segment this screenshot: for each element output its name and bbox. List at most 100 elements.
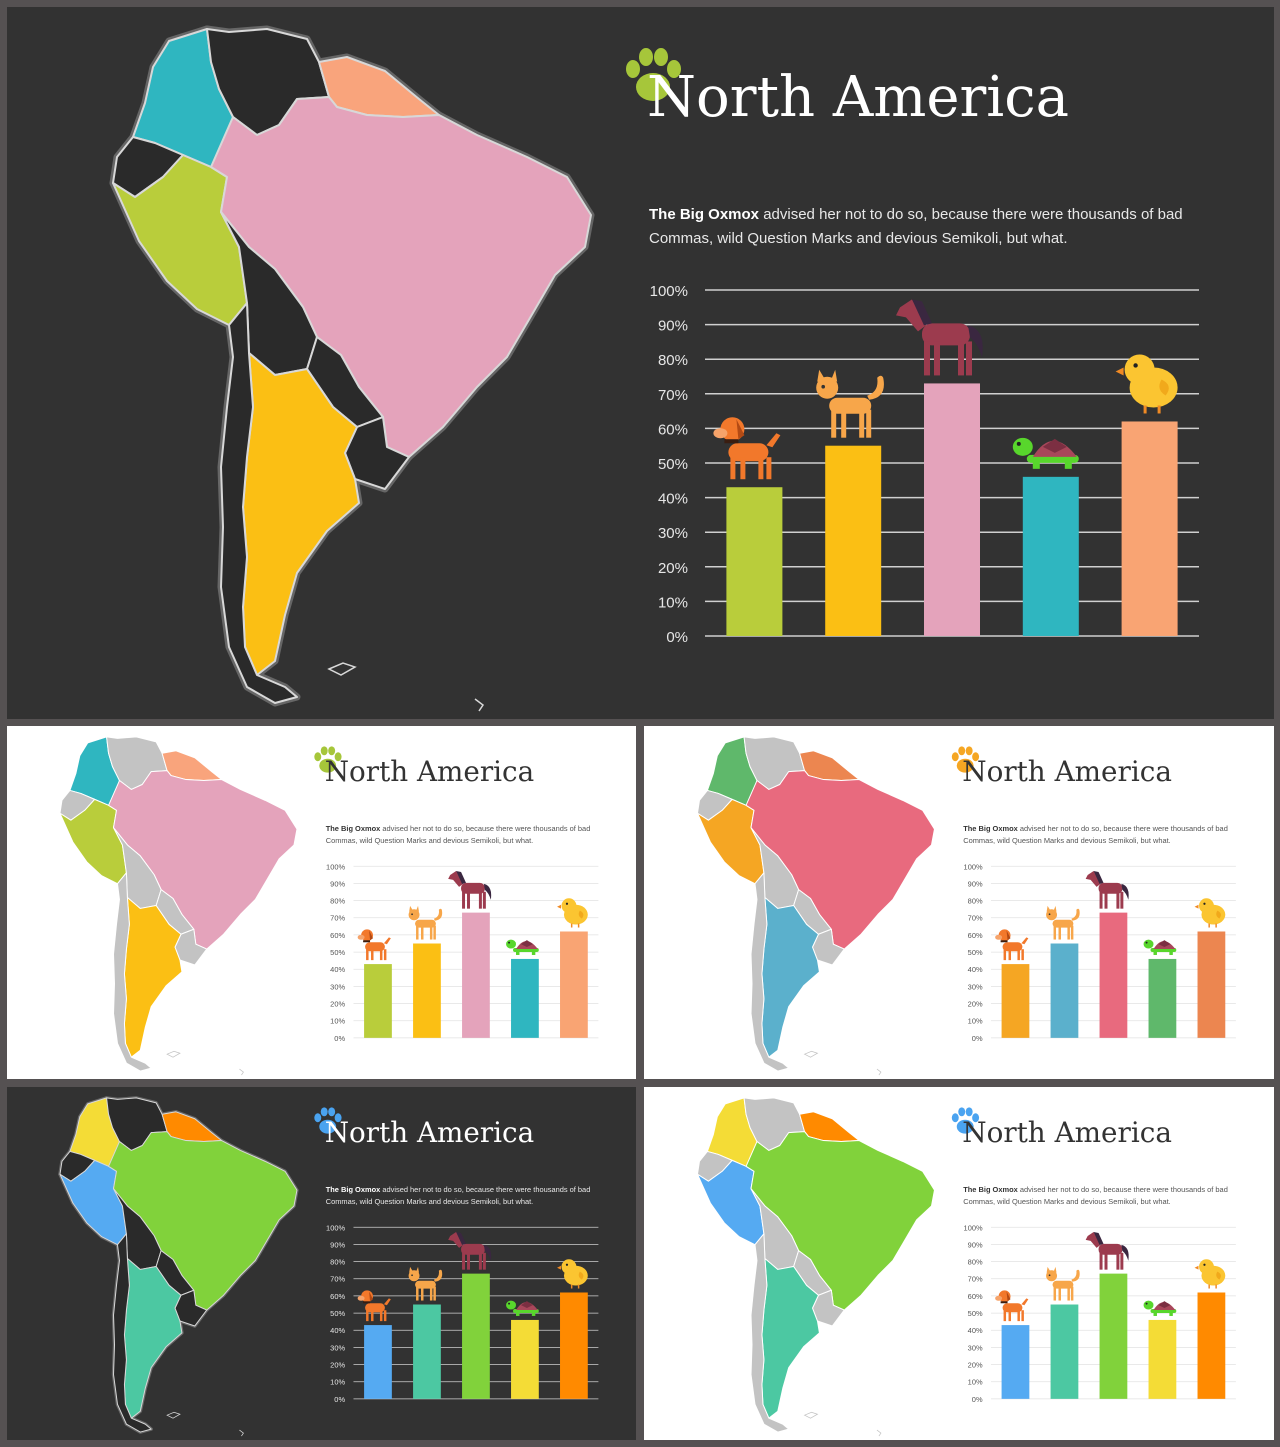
bar-cat — [1050, 943, 1079, 1038]
turtle-icon — [506, 1300, 539, 1316]
bar-dog — [364, 964, 392, 1038]
y-tick-label: 20% — [968, 1000, 983, 1009]
slide-canvas: 0% 10% 20% 30% 40% 50% 60% 70% 80% 90% 100% — [696, 1097, 1236, 1437]
y-tick-label: 30% — [968, 982, 983, 991]
bar-horse — [1099, 912, 1128, 1038]
chick-icon — [1194, 898, 1226, 928]
y-tick-label: 10% — [658, 594, 688, 611]
slide-canvas: 0% 10% 20% 30% 40% 50% 60% 70% 80% 90% 100% — [58, 1096, 599, 1437]
y-tick-label: 10% — [330, 1017, 345, 1026]
south-america-map — [59, 736, 298, 1076]
map-region-chile — [220, 302, 298, 704]
bar-chart: 0% 10% 20% 30% 40% 50% 60% 70% 80% 90% 100% — [326, 862, 599, 1043]
slide-description: The Big Oxmox advised her not to do so, … — [963, 1184, 1241, 1208]
y-tick-label: 80% — [658, 352, 688, 369]
bar-chart: 0% 10% 20% 30% 40% 50% 60% 70% 80% 90% 100% — [650, 283, 1199, 646]
y-tick-label: 80% — [330, 1258, 345, 1267]
y-tick-label: 20% — [658, 560, 688, 577]
falkland-islands — [327, 662, 357, 676]
y-tick-label: 0% — [972, 1395, 983, 1404]
chick-icon — [557, 1259, 588, 1289]
y-tick-label: 40% — [330, 1326, 345, 1335]
south-georgia — [474, 698, 485, 712]
y-tick-label: 0% — [334, 1395, 345, 1404]
y-tick-label: 40% — [968, 965, 983, 974]
y-tick-label: 100% — [326, 862, 345, 871]
bar-chick — [1121, 421, 1178, 636]
south-america-map — [696, 736, 935, 1076]
bar-dog — [364, 1325, 392, 1399]
falkland-islands — [166, 1411, 181, 1419]
bar-horse — [462, 1273, 490, 1399]
south-georgia — [876, 1068, 882, 1076]
turtle-icon — [506, 939, 539, 955]
dog-icon — [713, 417, 781, 480]
cat-icon — [1046, 905, 1080, 940]
y-tick-label: 20% — [968, 1361, 983, 1370]
bar-chick — [560, 1292, 588, 1399]
slide-description: The Big Oxmox advised her not to do so, … — [326, 823, 604, 847]
y-tick-label: 60% — [658, 421, 688, 438]
bar-cat — [825, 445, 882, 636]
y-tick-label: 30% — [330, 1343, 345, 1352]
y-tick-label: 20% — [330, 1361, 345, 1370]
slide-canvas: 0% 10% 20% 30% 40% 50% 60% 70% 80% 90% 100% — [59, 736, 599, 1076]
bar-chart: 0% 10% 20% 30% 40% 50% 60% 70% 80% 90% 100% — [964, 1223, 1236, 1404]
paw-icon — [951, 1107, 980, 1134]
bar-chart: 0% 10% 20% 30% 40% 50% 60% 70% 80% 90% 100% — [964, 862, 1236, 1043]
bar-chick — [1197, 1292, 1226, 1399]
south-america-map — [109, 25, 595, 712]
y-tick-label: 50% — [968, 948, 983, 957]
y-tick-label: 70% — [968, 1275, 983, 1284]
y-tick-label: 30% — [330, 982, 345, 991]
bar-chick — [1197, 931, 1226, 1038]
y-tick-label: 90% — [330, 879, 345, 888]
description-bold: The Big Oxmox — [963, 1185, 1018, 1195]
slide-hero: 0% 10% 20% 30% 40% 50% 60% 70% 80% 90% 100% North A… — [7, 7, 1274, 719]
y-tick-label: 70% — [968, 914, 983, 923]
bar-cat — [413, 943, 441, 1038]
y-tick-label: 100% — [964, 862, 983, 871]
y-tick-label: 40% — [968, 1326, 983, 1335]
south-america-map — [696, 1097, 935, 1437]
slide-light-3: 0% 10% 20% 30% 40% 50% 60% 70% 80% 90% 100% North A… — [644, 1087, 1274, 1440]
slide-title: North America — [962, 754, 1172, 788]
y-tick-label: 50% — [330, 1309, 345, 1318]
south-georgia — [239, 1429, 244, 1437]
description-text: advised her not to do so, because there … — [325, 824, 591, 846]
horse-icon — [448, 1231, 492, 1270]
description-text: advised her not to do so, because there … — [963, 824, 1228, 846]
horse-icon — [1085, 870, 1129, 909]
y-tick-label: 70% — [658, 387, 688, 404]
y-tick-label: 10% — [330, 1378, 345, 1387]
paw-icon — [951, 746, 980, 773]
bar-dog — [1001, 964, 1030, 1038]
bar-horse — [1099, 1273, 1128, 1399]
paw-icon — [314, 746, 342, 773]
south-america-map — [58, 1096, 299, 1437]
horse-icon — [448, 870, 492, 909]
paw-icon — [626, 48, 681, 101]
slide-description: The Big Oxmox advised her not to do so, … — [649, 203, 1209, 251]
dog-icon — [995, 929, 1029, 961]
dog-icon — [357, 929, 391, 961]
y-tick-label: 40% — [658, 491, 688, 508]
bar-turtle — [511, 958, 539, 1038]
y-tick-label: 90% — [968, 1240, 983, 1249]
bar-horse — [924, 383, 980, 636]
slide-description: The Big Oxmox advised her not to do so, … — [963, 823, 1241, 847]
slide-title: North America — [324, 1115, 535, 1149]
bar-chick — [560, 931, 588, 1038]
slide-canvas: 0% 10% 20% 30% 40% 50% 60% 70% 80% 90% 100% — [696, 736, 1236, 1076]
slide-title: North America — [324, 754, 535, 788]
cat-icon — [408, 1266, 443, 1301]
y-tick-label: 0% — [334, 1034, 345, 1043]
falkland-islands — [166, 1050, 181, 1058]
horse-icon — [896, 299, 983, 376]
y-tick-label: 70% — [330, 1275, 345, 1284]
y-tick-label: 20% — [330, 1000, 345, 1009]
map-region-chile — [750, 872, 790, 1072]
south-georgia — [876, 1429, 882, 1437]
y-tick-label: 0% — [666, 629, 688, 646]
y-tick-label: 80% — [968, 1258, 983, 1267]
